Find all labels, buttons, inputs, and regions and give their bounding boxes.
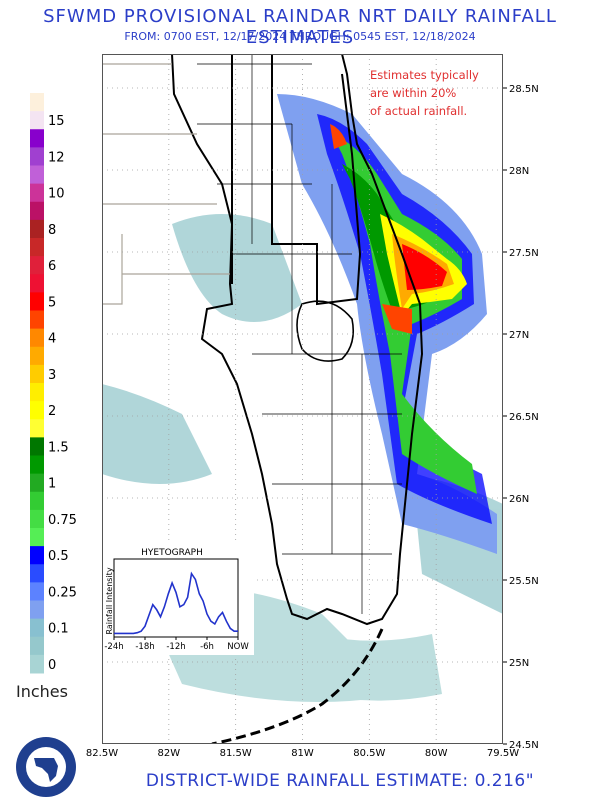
legend-swatch	[30, 238, 44, 257]
legend-label: 4	[48, 332, 56, 347]
sfwmd-seal	[16, 737, 76, 797]
legend-label: 12	[48, 150, 65, 165]
legend-swatch	[30, 93, 44, 112]
lat-label: 28.5N	[509, 84, 539, 95]
legend-swatch	[30, 600, 44, 620]
lon-label: 80.5W	[353, 748, 385, 759]
legend-swatch	[30, 564, 44, 583]
legend-label: 10	[48, 187, 65, 202]
lat-label: 25N	[509, 658, 529, 669]
legend-label: 0.5	[48, 549, 69, 564]
lon-label: 81.5W	[220, 748, 252, 759]
legend-swatch	[30, 310, 44, 330]
legend-swatch	[30, 473, 44, 493]
legend-swatch	[30, 509, 44, 529]
hyetograph-tick: -18h	[135, 642, 154, 652]
legend-label: 5	[48, 295, 56, 310]
legend-swatch	[30, 328, 44, 348]
lon-label: 82.5W	[86, 748, 118, 759]
florida-keys	[211, 628, 384, 744]
note-line-2: are within 20%	[370, 86, 457, 100]
district-boundary	[231, 54, 362, 306]
lon-label: 79.5W	[487, 748, 519, 759]
legend-label: 2	[48, 404, 56, 419]
legend-swatch	[30, 111, 44, 130]
lat-label: 26.5N	[509, 412, 539, 423]
legend-swatch	[30, 256, 44, 275]
gulf-county-lines	[102, 63, 230, 305]
rainfall-legend: 15 12 10 8 6 5 4 3 2 1.5 1 0.75 0.5 0.25 0.1 0	[30, 93, 77, 674]
note-line-3: of actual rainfall.	[370, 104, 468, 118]
legend-swatch	[30, 129, 44, 148]
note-line-1: Estimates typically	[370, 68, 479, 82]
legend-label: 1	[48, 477, 56, 492]
hyetograph-tick: -6h	[200, 642, 214, 652]
lon-label: 80W	[425, 748, 448, 759]
lat-label: 28N	[509, 166, 529, 177]
legend-swatch	[30, 274, 44, 293]
legend-swatch	[30, 292, 44, 311]
legend-swatch	[30, 383, 44, 402]
legend-swatch	[30, 183, 44, 203]
legend-swatch	[30, 618, 44, 638]
lat-label: 27N	[509, 330, 529, 341]
legend-label: 8	[48, 223, 56, 238]
lon-label: 81W	[291, 748, 314, 759]
legend-label: 0.75	[48, 513, 77, 528]
legend-label: 0.25	[48, 585, 77, 600]
florida-coastline	[171, 54, 424, 626]
legend-label: 15	[48, 114, 65, 129]
hyetograph-tick: -24h	[104, 642, 123, 652]
legend-swatch	[30, 165, 44, 185]
legend-swatch	[30, 491, 44, 511]
legend-label: 0.1	[48, 622, 69, 637]
county-lines	[197, 54, 402, 614]
legend-label: 3	[48, 368, 56, 383]
legend-label: 0	[48, 658, 56, 673]
legend-swatch	[30, 419, 44, 438]
legend-swatch	[30, 147, 44, 166]
lat-label: 25.5N	[509, 576, 539, 587]
legend-swatch	[30, 364, 44, 384]
legend-swatch	[30, 455, 44, 475]
page-title: SFWMD PROVISIONAL RAINDAR NRT DAILY RAIN…	[43, 6, 557, 48]
legend-swatch	[30, 528, 44, 547]
legend-swatch	[30, 346, 44, 366]
lake-okeechobee	[296, 300, 355, 362]
legend-label: 6	[48, 259, 56, 274]
legend-units: Inches	[16, 682, 68, 701]
legend-swatch	[30, 546, 44, 565]
hyetograph-title: HYETOGRAPH	[141, 548, 203, 558]
legend-swatch	[30, 401, 44, 420]
hyetograph-ylabel: Rainfall Intensity	[105, 567, 114, 634]
lat-label: 24.5N	[509, 740, 539, 751]
lat-label: 26N	[509, 494, 529, 505]
time-range: FROM: 0700 EST, 12/17/2024 THROUGH: 0545…	[124, 30, 476, 43]
legend-swatch	[30, 201, 44, 221]
hyetograph-inset: HYETOGRAPH Rainfall Intensity -24h -18h -1…	[104, 543, 254, 655]
lon-label: 82W	[158, 748, 181, 759]
accuracy-note: Estimates typically are within 20% of ac…	[370, 66, 500, 120]
legend-swatch	[30, 654, 44, 674]
hyetograph-tick: NOW	[227, 642, 249, 652]
legend-swatch	[30, 582, 44, 601]
legend-swatch	[30, 437, 44, 456]
district-estimate: DISTRICT-WIDE RAINFALL ESTIMATE: 0.216"	[145, 771, 535, 791]
legend-label: 1.5	[48, 440, 69, 455]
legend-swatch	[30, 636, 44, 656]
lat-label: 27.5N	[509, 248, 539, 259]
hyetograph-tick: -12h	[166, 642, 185, 652]
legend-swatch	[30, 219, 44, 239]
hyetograph-series	[114, 571, 238, 635]
